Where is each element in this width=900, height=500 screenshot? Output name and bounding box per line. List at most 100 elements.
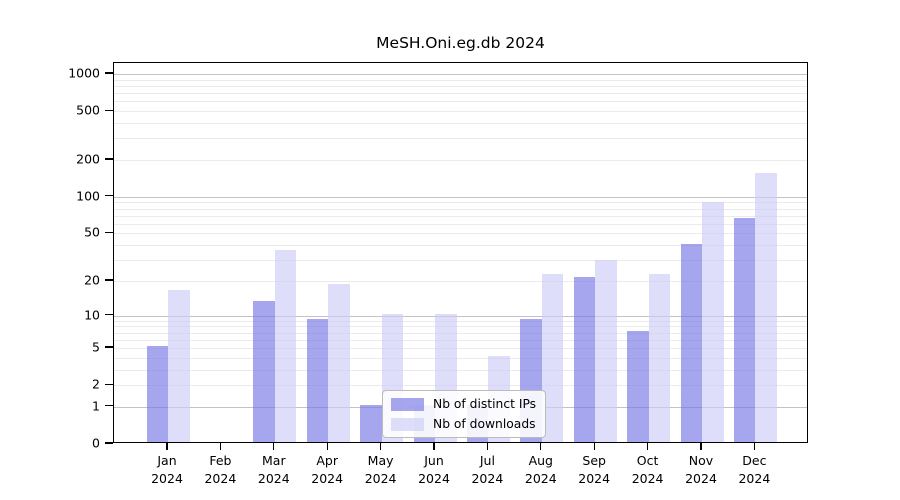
gridline-minor bbox=[114, 160, 807, 162]
y-axis-tick-label: 1000 bbox=[68, 65, 100, 81]
y-axis-tick bbox=[105, 383, 113, 385]
y-axis-tick bbox=[105, 231, 113, 234]
gridline-minor bbox=[114, 223, 807, 225]
x-axis-tick bbox=[433, 443, 435, 450]
bar-distinct-ips bbox=[627, 330, 649, 442]
x-axis-tick-label-line: 2024 bbox=[151, 470, 183, 486]
gridline-major bbox=[114, 74, 807, 76]
gridline-minor bbox=[114, 320, 807, 322]
y-axis-tick-label: 100 bbox=[76, 188, 100, 204]
bar-downloads bbox=[274, 250, 297, 442]
x-axis-tick-label-line: 2024 bbox=[738, 470, 771, 486]
gridline-minor bbox=[114, 332, 807, 334]
gridline-major bbox=[114, 196, 807, 198]
y-axis-tick bbox=[105, 346, 113, 348]
y-axis-tick bbox=[105, 195, 113, 197]
x-axis-tick bbox=[166, 443, 168, 450]
legend-item-distinct-ips: Nb of distinct IPs bbox=[391, 397, 537, 411]
chart-title: MeSH.Oni.eg.db 2024 bbox=[376, 34, 545, 52]
x-axis-tick-label-line: 2024 bbox=[311, 470, 344, 486]
gridline-minor bbox=[114, 348, 807, 350]
x-axis-tick-label: Jul 2024 bbox=[455, 452, 519, 488]
y-axis-tick bbox=[105, 314, 113, 316]
x-axis-tick-label-line: Jun bbox=[424, 453, 444, 468]
x-axis-tick bbox=[753, 443, 755, 450]
legend-item-downloads: Nb of downloads bbox=[391, 417, 537, 431]
bar-downloads bbox=[702, 201, 724, 442]
gridline-minor bbox=[114, 93, 807, 95]
x-axis-tick bbox=[593, 443, 595, 450]
gridline-minor bbox=[114, 339, 807, 341]
bar-distinct-ips bbox=[146, 346, 168, 442]
gridline-minor bbox=[114, 208, 807, 210]
x-axis-tick-label: Sep 2024 bbox=[562, 452, 626, 488]
gridline-minor bbox=[114, 123, 807, 125]
y-axis-tick bbox=[105, 109, 113, 111]
y-axis-tick-label: 20 bbox=[84, 272, 100, 288]
x-axis-tick-label-line: Dec bbox=[742, 453, 767, 468]
x-axis-tick bbox=[700, 443, 702, 450]
x-axis-tick-label-line: Jul bbox=[479, 453, 495, 468]
x-axis-tick-label-line: 2024 bbox=[631, 470, 664, 486]
x-axis-tick-label-line: Oct bbox=[636, 453, 659, 468]
x-axis-tick-label-line: Feb bbox=[209, 453, 232, 468]
bar-distinct-ips bbox=[253, 300, 275, 442]
x-axis-tick-label-line: Aug bbox=[528, 453, 553, 468]
x-axis-tick bbox=[219, 443, 221, 450]
y-axis-tick bbox=[105, 405, 113, 407]
x-axis-tick-label-line: 2024 bbox=[685, 470, 717, 486]
x-axis-tick-label-line: Nov bbox=[688, 453, 714, 468]
x-axis-tick-label-line: 2024 bbox=[204, 470, 237, 486]
y-axis-tick bbox=[105, 72, 113, 74]
x-axis-tick-label: May 2024 bbox=[349, 452, 413, 488]
bar-distinct-ips bbox=[306, 318, 329, 442]
x-axis-tick-label-line: Jan bbox=[157, 453, 177, 468]
y-axis-tick-label: 200 bbox=[76, 151, 100, 167]
y-axis-tick-label: 1 bbox=[92, 398, 100, 414]
gridline-minor bbox=[114, 111, 807, 113]
x-axis-tick-label-line: 2024 bbox=[524, 470, 557, 486]
y-axis-tick bbox=[105, 158, 113, 160]
x-axis-tick-label: Dec 2024 bbox=[722, 452, 786, 488]
x-axis-tick-label-line: 2024 bbox=[471, 470, 504, 486]
legend-swatch-distinct-ips-icon bbox=[391, 397, 424, 411]
x-axis-tick-label-line: 2024 bbox=[364, 470, 397, 486]
bar-distinct-ips bbox=[360, 404, 382, 442]
x-axis-tick-label-line: May bbox=[367, 453, 394, 468]
bar-downloads bbox=[541, 274, 564, 442]
legend-label-downloads: Nb of downloads bbox=[433, 417, 536, 431]
bar-downloads bbox=[328, 284, 350, 442]
x-axis-tick-label-line: Mar bbox=[262, 453, 286, 468]
gridline-minor bbox=[114, 86, 807, 87]
x-axis-tick-label-line: 2024 bbox=[418, 470, 450, 486]
x-axis-tick bbox=[540, 443, 542, 450]
x-axis-tick-label-line: 2024 bbox=[578, 470, 611, 486]
x-axis-tick-label: Feb 2024 bbox=[188, 452, 252, 488]
gridline-minor bbox=[114, 385, 807, 387]
bar-distinct-ips bbox=[680, 244, 702, 442]
y-axis-tick-label: 50 bbox=[84, 224, 100, 240]
y-axis-tick-label: 2 bbox=[92, 376, 100, 392]
x-axis-tick bbox=[486, 443, 488, 450]
gridline-major bbox=[114, 315, 807, 317]
plot-area: Nb of distinct IPs Nb of downloads bbox=[113, 62, 808, 443]
gridline-minor bbox=[114, 215, 807, 217]
x-axis-tick-label-line: Sep bbox=[582, 453, 606, 468]
x-axis-tick bbox=[326, 443, 328, 450]
x-axis-tick-label-line: Apr bbox=[316, 453, 338, 468]
gridline-minor bbox=[114, 202, 807, 204]
legend-label-distinct-ips: Nb of distinct IPs bbox=[433, 397, 537, 411]
gridline-minor bbox=[114, 260, 807, 262]
y-axis-tick-label: 10 bbox=[84, 307, 100, 323]
gridline-minor bbox=[114, 326, 807, 328]
y-axis-tick-label: 0 bbox=[92, 435, 100, 451]
bar-distinct-ips bbox=[733, 217, 756, 442]
y-axis-tick-label: 500 bbox=[76, 102, 100, 118]
gridline-minor bbox=[114, 101, 807, 103]
gridline-minor bbox=[114, 369, 807, 371]
gridline-minor bbox=[114, 79, 807, 81]
y-axis-tick bbox=[105, 442, 113, 444]
gridline-minor bbox=[114, 245, 807, 247]
gridline-minor bbox=[114, 280, 807, 282]
